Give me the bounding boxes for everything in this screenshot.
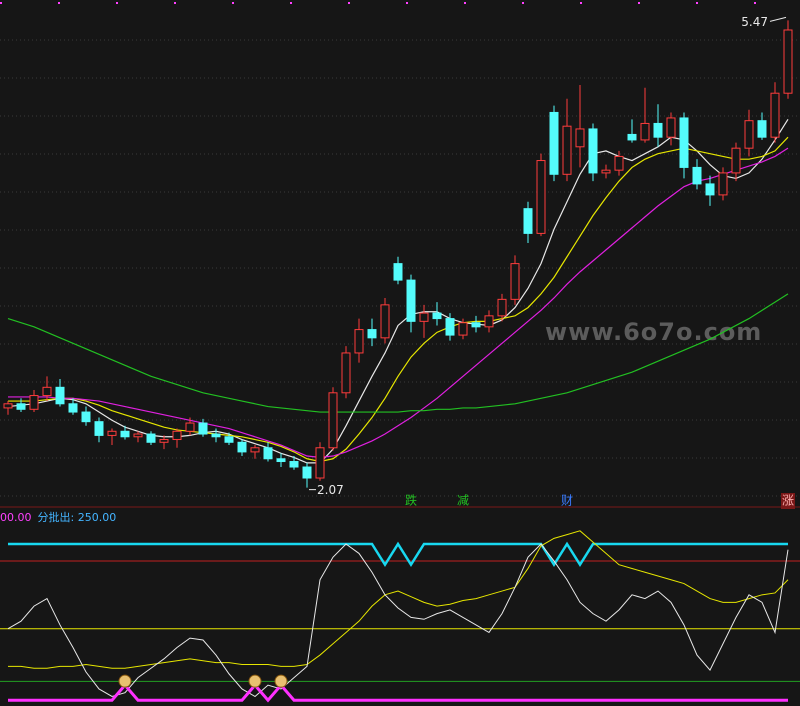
candle-body bbox=[68, 403, 78, 413]
candle-body bbox=[276, 458, 286, 463]
money-icon bbox=[248, 674, 262, 688]
candle-body bbox=[393, 263, 403, 281]
money-icon bbox=[118, 674, 132, 688]
candle-body bbox=[367, 329, 377, 339]
candle-body bbox=[627, 133, 637, 141]
candle-body bbox=[198, 422, 208, 435]
candle-body bbox=[16, 403, 26, 410]
candle-body bbox=[705, 183, 715, 196]
indicator-header: 分批出: 250.00 bbox=[38, 510, 117, 524]
candle-body bbox=[718, 172, 728, 196]
candle-body bbox=[653, 122, 663, 138]
high-label: 5.47 bbox=[741, 15, 768, 29]
candle-body bbox=[29, 395, 39, 410]
candle-body bbox=[497, 298, 507, 317]
candle-body bbox=[302, 466, 312, 479]
candle-body bbox=[133, 433, 143, 438]
price-panel: www.6o7o.com 5.47 2.07 跌 减 财 涨 bbox=[0, 15, 800, 509]
candle-body bbox=[81, 411, 91, 423]
candle-body bbox=[406, 279, 416, 322]
candle-body bbox=[601, 169, 611, 174]
candle-body bbox=[211, 433, 221, 438]
candle-body bbox=[380, 304, 390, 339]
candle-body bbox=[484, 315, 494, 328]
candle-body bbox=[185, 422, 195, 432]
candle-body bbox=[42, 386, 52, 397]
candle-body bbox=[250, 447, 260, 453]
candle-body bbox=[3, 403, 13, 409]
ma-line bbox=[8, 147, 789, 459]
candle-body bbox=[419, 312, 429, 322]
candle-body bbox=[354, 329, 364, 354]
candle-body bbox=[341, 352, 351, 394]
candle-body bbox=[458, 322, 468, 336]
indicator-line bbox=[8, 682, 788, 703]
candle-body bbox=[757, 120, 767, 138]
candle-body bbox=[770, 92, 780, 138]
indicator-header: 00.00 bbox=[0, 511, 32, 524]
candle-body bbox=[575, 128, 585, 148]
signal-label: 财 bbox=[561, 494, 573, 508]
candle-body bbox=[289, 461, 299, 468]
signal-label: 减 bbox=[457, 494, 469, 508]
candle-body bbox=[783, 29, 793, 94]
candle-body bbox=[614, 155, 624, 171]
indicator-line bbox=[8, 530, 789, 669]
indicator-line bbox=[7, 543, 789, 698]
candle-body bbox=[107, 430, 117, 436]
candle-body bbox=[55, 386, 65, 405]
candle-body bbox=[692, 166, 702, 185]
money-icon bbox=[274, 674, 288, 688]
candle-body bbox=[744, 120, 754, 149]
candle-body bbox=[562, 125, 572, 175]
candle-body bbox=[445, 318, 455, 336]
candle-body bbox=[666, 117, 676, 138]
candle-body bbox=[731, 147, 741, 174]
candle-body bbox=[549, 111, 559, 175]
candle-body bbox=[120, 430, 130, 438]
candle-body bbox=[523, 208, 533, 234]
candle-body bbox=[263, 447, 273, 460]
signal-label: 涨 bbox=[782, 493, 794, 508]
indicator-panel: 00.00 分批出: 250.00 bbox=[0, 510, 800, 703]
candle-body bbox=[224, 436, 234, 443]
candle-body bbox=[237, 441, 247, 453]
candle-body bbox=[471, 322, 481, 328]
candle-body bbox=[94, 421, 104, 436]
signal-label: 跌 bbox=[405, 493, 417, 508]
candle-body bbox=[328, 392, 338, 449]
ma-line bbox=[7, 293, 789, 413]
candle-body bbox=[146, 433, 156, 443]
candle-body bbox=[536, 160, 546, 234]
candle-body bbox=[315, 447, 325, 479]
watermark: www.6o7o.com bbox=[545, 318, 762, 346]
signal-box bbox=[781, 493, 795, 509]
indicator-line bbox=[8, 541, 788, 568]
candle-body bbox=[640, 122, 650, 141]
candle-body bbox=[510, 263, 520, 300]
candle-body bbox=[588, 128, 598, 174]
candle-body bbox=[679, 117, 689, 168]
candle-body bbox=[159, 439, 169, 443]
low-label: 2.07 bbox=[317, 483, 344, 497]
candle-body bbox=[432, 312, 442, 320]
ma-line bbox=[8, 136, 789, 463]
candle-body bbox=[172, 430, 182, 441]
high-pointer bbox=[769, 16, 787, 22]
